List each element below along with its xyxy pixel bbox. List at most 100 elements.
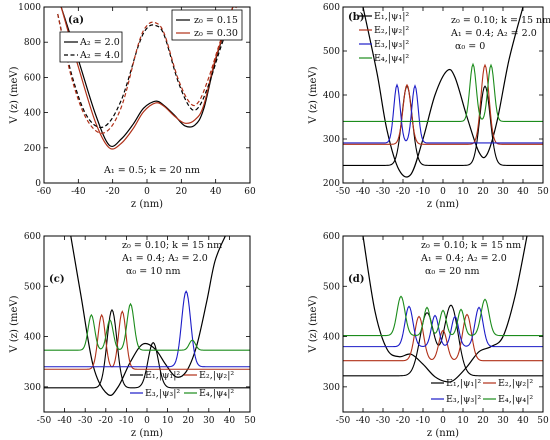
legend-text: E₃,|ψ₃|² bbox=[374, 39, 409, 50]
series-line bbox=[60, 7, 234, 148]
x-tick-label: -40 bbox=[356, 416, 371, 426]
y-tick-label: 500 bbox=[24, 282, 41, 292]
legend-style: A₂ = 2.0 A₂ = 4.0 bbox=[59, 31, 123, 63]
plot-area bbox=[343, 236, 543, 383]
x-tick-label: 0 bbox=[144, 416, 150, 426]
panel-b: -50 -40 -30 -20 -10 0 10 20 30 40 50 200 300 400 500 60… bbox=[308, 3, 550, 210]
x-tick-label: -50 bbox=[37, 416, 52, 426]
x-tick-label: 40 bbox=[210, 187, 222, 197]
legend-text: E₁,|ψ₁|² bbox=[145, 370, 180, 381]
wavefunction-3 bbox=[44, 290, 250, 368]
annotation: A₁ = 0.4; A₂ = 2.0 bbox=[450, 28, 537, 39]
annotation: A₁ = 0.5; k = 20 nm bbox=[103, 165, 200, 176]
y-tick-label: 600 bbox=[323, 232, 340, 242]
annotation: z₀ = 0.10; k = 15 nm bbox=[451, 15, 550, 26]
wavefunction-2 bbox=[343, 313, 543, 362]
y-tick-label: 800 bbox=[24, 38, 41, 48]
plot-area bbox=[343, 7, 543, 178]
x-tick-label: -50 bbox=[336, 416, 351, 426]
x-tick-label: 10 bbox=[162, 416, 174, 426]
y-tick-label: 600 bbox=[24, 232, 41, 242]
wavefunction-1 bbox=[44, 308, 250, 389]
y-tick-label: 300 bbox=[24, 383, 41, 393]
y-tick-label: 400 bbox=[24, 333, 41, 343]
x-tick-label: 50 bbox=[537, 416, 549, 426]
legend-text: z₀ = 0.30 bbox=[194, 28, 238, 39]
y-tick-label: 400 bbox=[323, 333, 340, 343]
x-tick-label: -20 bbox=[99, 416, 114, 426]
x-tick-label: -60 bbox=[37, 187, 52, 197]
panel-d: -50 -40 -30 -20 -10 0 10 20 30 40 50 300 400 500 600 z … bbox=[308, 232, 549, 439]
x-tick-label: 30 bbox=[203, 416, 215, 426]
x-tick-label: 20 bbox=[477, 416, 489, 426]
plot-frame bbox=[43, 6, 251, 184]
x-axis-label: z (nm) bbox=[427, 199, 459, 210]
x-tick-label: 20 bbox=[477, 187, 489, 197]
panel-label: (b) bbox=[348, 12, 364, 23]
y-tick-label: 400 bbox=[24, 109, 41, 119]
x-tick-label: 40 bbox=[224, 416, 236, 426]
legend-text: E₁,|ψ₁|² bbox=[446, 378, 481, 389]
y-tick-label: 200 bbox=[24, 144, 41, 154]
x-tick-label: -10 bbox=[416, 187, 431, 197]
legend-text: E₃,|ψ₃|² bbox=[446, 394, 481, 405]
legend: E₁,|ψ₁|² E₂,|ψ₂|² E₃,|ψ₃|² E₄,|ψ₄|² bbox=[359, 11, 409, 64]
x-tick-label: -40 bbox=[57, 416, 72, 426]
plot-frame bbox=[43, 235, 251, 413]
plot-area bbox=[57, 7, 237, 150]
y-tick-label: 300 bbox=[323, 383, 340, 393]
x-tick-label: 0 bbox=[144, 187, 150, 197]
x-tick-label: -50 bbox=[336, 187, 351, 197]
y-tick-label: 300 bbox=[323, 135, 340, 145]
x-tick-label: 10 bbox=[457, 187, 469, 197]
legend-text: E₂,|ψ₂|² bbox=[199, 370, 234, 381]
x-axis-label: z (nm) bbox=[131, 428, 163, 439]
y-tick-label: 600 bbox=[323, 3, 340, 13]
x-axis-label: z (nm) bbox=[427, 428, 459, 439]
legend-text: E₂,|ψ₂|² bbox=[374, 25, 409, 36]
x-tick-label: -30 bbox=[376, 187, 391, 197]
legend-text: E₂,|ψ₂|² bbox=[498, 378, 533, 389]
x-tick-label: 10 bbox=[457, 416, 469, 426]
x-tick-label: 40 bbox=[517, 416, 529, 426]
series-line bbox=[60, 7, 234, 150]
wavefunction-4 bbox=[343, 295, 543, 337]
legend-text: E₄,|ψ₄|² bbox=[498, 394, 533, 405]
x-tick-label: 30 bbox=[497, 187, 509, 197]
legend-color: z₀ = 0.15 z₀ = 0.30 bbox=[171, 9, 243, 41]
legend: E₁,|ψ₁|² E₂,|ψ₂|² E₃,|ψ₃|² E₄,|ψ₄|² bbox=[130, 370, 234, 399]
annotation: A₁ = 0.4; A₂ = 2.0 bbox=[420, 253, 507, 264]
y-tick-label: 500 bbox=[323, 282, 340, 292]
legend-text: E₁,|ψ₁|² bbox=[374, 11, 409, 22]
x-tick-label: 20 bbox=[176, 187, 188, 197]
x-tick-label: 0 bbox=[440, 187, 446, 197]
wavefunction-1 bbox=[343, 304, 543, 377]
plot-area bbox=[44, 236, 250, 396]
y-tick-label: 0 bbox=[35, 179, 41, 189]
plot-frame bbox=[342, 235, 544, 413]
y-tick-label: 200 bbox=[323, 179, 340, 189]
y-axis-label: V (z) (meV) bbox=[9, 66, 20, 124]
y-axis-label: V (z) (meV) bbox=[9, 295, 20, 353]
annotation: A₁ = 0.4; A₂ = 2.0 bbox=[121, 253, 208, 264]
series-line bbox=[57, 8, 237, 128]
x-tick-label: -20 bbox=[396, 416, 411, 426]
legend-text: z₀ = 0.15 bbox=[194, 15, 238, 26]
x-tick-label: 20 bbox=[182, 416, 194, 426]
potential-line bbox=[362, 236, 528, 383]
panel-label: (a) bbox=[68, 15, 84, 26]
legend-box bbox=[59, 31, 123, 63]
wavefunction-2 bbox=[44, 310, 250, 370]
potential-line bbox=[70, 236, 226, 396]
series-line bbox=[57, 7, 237, 134]
annotation: α₀ = 20 nm bbox=[425, 266, 479, 277]
x-tick-label: 50 bbox=[244, 416, 256, 426]
panel-c: -50 -40 -30 -20 -10 0 10 20 30 40 50 300 400 500 600 z … bbox=[9, 232, 256, 439]
panel-label: (c) bbox=[49, 274, 65, 285]
x-tick-label: 40 bbox=[517, 187, 529, 197]
wavefunction-4 bbox=[343, 62, 543, 122]
x-tick-label: 50 bbox=[537, 187, 549, 197]
wavefunction-2 bbox=[343, 63, 543, 145]
